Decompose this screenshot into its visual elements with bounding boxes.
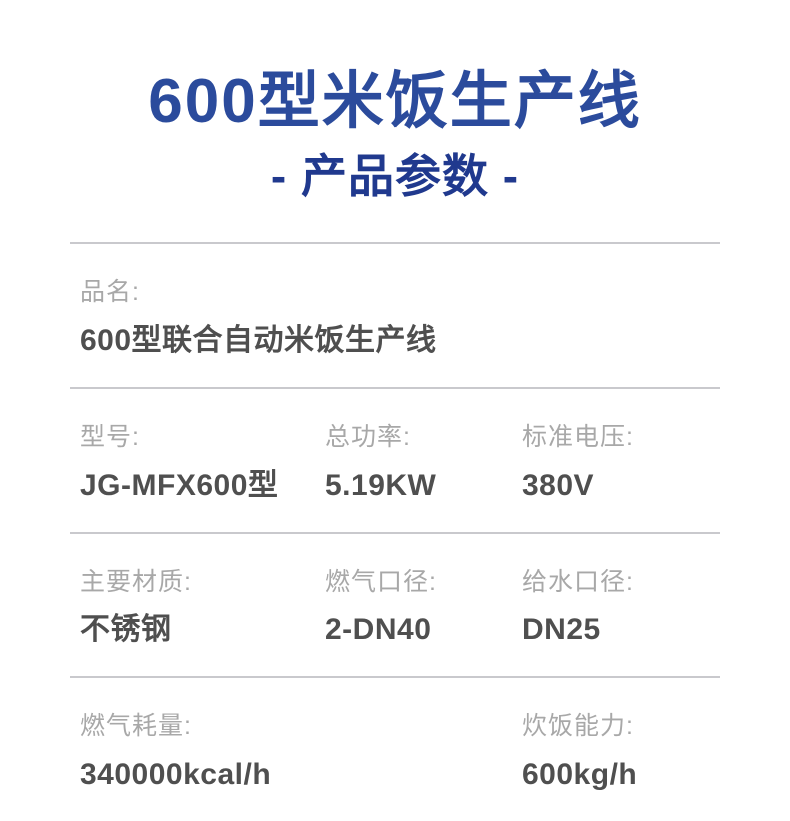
spec-row-material-gas-water: 主要材质: 不锈钢 燃气口径: 2-DN40 给水口径: DN25	[70, 531, 720, 677]
page-title: 600型米饭生产线	[148, 67, 642, 136]
spec-cell-cooking-capacity: 炊饭能力: 600kg/h	[522, 712, 720, 791]
spec-label-water-diameter: 给水口径:	[522, 567, 634, 596]
spec-label-gas-consumption: 燃气耗量:	[80, 712, 192, 741]
spec-value-product-name: 600型联合自动米饭生产线	[80, 323, 437, 357]
spec-cell-gas-diameter: 燃气口径: 2-DN40	[325, 568, 522, 647]
spec-value-material: 不锈钢	[80, 613, 172, 647]
spec-label-model: 型号:	[80, 422, 140, 451]
spec-row-model-power-voltage: 型号: JG-MFX600型 总功率: 5.19KW 标准电压: 380V	[70, 386, 720, 532]
spec-cell-total-power: 总功率: 5.19KW	[325, 423, 522, 502]
spec-value-voltage: 380V	[522, 468, 595, 502]
spec-row-consumption-capacity: 燃气耗量: 340000kcal/h 炊饭能力: 600kg/h	[70, 676, 720, 821]
specs-table: 品名: 600型联合自动米饭生产线 型号: JG-MFX600型 总功率: 5.…	[70, 242, 720, 821]
spec-value-water-diameter: DN25	[522, 613, 601, 647]
spec-value-total-power: 5.19KW	[325, 468, 437, 502]
page-subtitle: - 产品参数 -	[270, 150, 520, 202]
spec-cell-water-diameter: 给水口径: DN25	[522, 568, 720, 647]
spec-label-cooking-capacity: 炊饭能力:	[522, 712, 634, 741]
spec-value-gas-diameter: 2-DN40	[325, 613, 432, 647]
spec-label-material: 主要材质:	[80, 567, 192, 596]
spec-label-product-name: 品名:	[80, 278, 140, 306]
spec-label-total-power: 总功率:	[325, 422, 411, 451]
spec-cell-product-name: 品名: 600型联合自动米饭生产线	[80, 278, 720, 357]
spec-label-gas-diameter: 燃气口径:	[325, 567, 437, 596]
spec-value-cooking-capacity: 600kg/h	[522, 758, 638, 791]
spec-cell-gas-consumption: 燃气耗量: 340000kcal/h	[80, 712, 522, 791]
spec-cell-model: 型号: JG-MFX600型	[80, 423, 325, 502]
spec-cell-voltage: 标准电压: 380V	[522, 423, 720, 502]
spec-cell-material: 主要材质: 不锈钢	[80, 568, 325, 647]
spec-row-product-name: 品名: 600型联合自动米饭生产线	[70, 242, 720, 387]
spec-label-voltage: 标准电压:	[522, 422, 634, 451]
spec-value-gas-consumption: 340000kcal/h	[80, 758, 272, 791]
spec-value-model: JG-MFX600型	[80, 468, 279, 502]
